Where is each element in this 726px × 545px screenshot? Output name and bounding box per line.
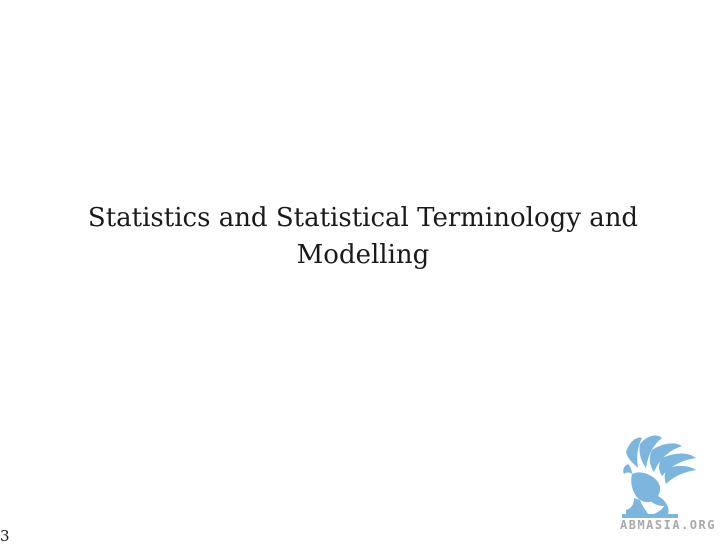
watermark-logo: ABMASIA.ORG — [618, 434, 726, 545]
slide-title: Statistics and Statistical Terminology a… — [60, 200, 666, 274]
griffin-icon — [622, 435, 696, 518]
page-number: 3 — [0, 527, 10, 545]
slide-title-line-1: Statistics and Statistical Terminology a… — [87, 203, 639, 233]
slide-title-line-2: Modelling — [296, 240, 430, 270]
watermark-text: ABMASIA.ORG — [620, 518, 716, 532]
